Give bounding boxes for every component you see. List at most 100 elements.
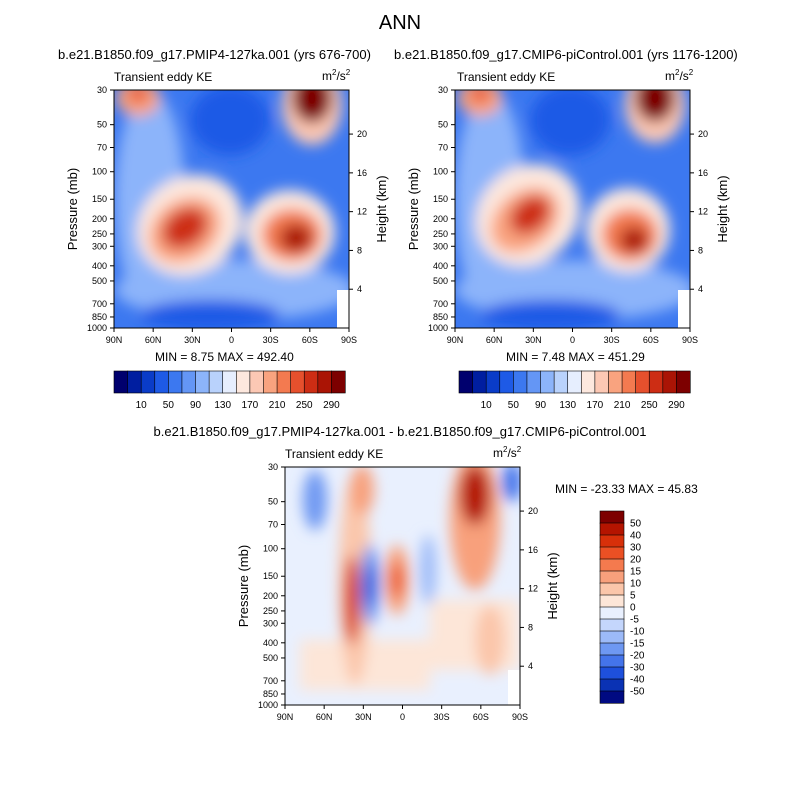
colorbar-label: 130 bbox=[559, 400, 576, 411]
p-tick-label: 500 bbox=[263, 653, 278, 663]
diff-colorbar-swatch bbox=[599, 678, 625, 692]
colorbar-swatch bbox=[458, 370, 474, 394]
figure-title: ANN bbox=[378, 12, 422, 34]
p-tick-label: 400 bbox=[433, 261, 448, 271]
units-exp: 2 bbox=[503, 445, 508, 454]
p-tick-label: 1000 bbox=[428, 323, 448, 333]
p-tick-label: 150 bbox=[263, 571, 278, 581]
diff-colorbar-swatch bbox=[599, 594, 625, 608]
lat-tick-label: 60S bbox=[473, 712, 489, 722]
p-tick-label: 850 bbox=[263, 689, 278, 699]
h-tick-label: 16 bbox=[357, 168, 367, 178]
colorbar-swatch bbox=[168, 370, 183, 394]
colorbar-swatch bbox=[580, 370, 596, 394]
colorbar-swatch bbox=[195, 370, 210, 394]
h-tick-label: 4 bbox=[357, 284, 362, 294]
sh-strat-core bbox=[635, 90, 675, 122]
warm-band-south bbox=[430, 600, 520, 670]
h-tick-label: 20 bbox=[357, 129, 367, 139]
diff-colorbar-swatch bbox=[599, 546, 625, 560]
colorbar-swatch bbox=[472, 370, 487, 394]
lat-tick-label: 90S bbox=[341, 335, 357, 345]
panel-3-field bbox=[285, 467, 520, 705]
units-base: m bbox=[322, 69, 332, 83]
panel-3-stats: MIN = -23.33 MAX = 45.83 bbox=[555, 482, 698, 496]
diff-colorbar-swatch bbox=[599, 642, 625, 656]
diff-colorbar-swatch bbox=[599, 630, 625, 644]
units-base: m bbox=[493, 446, 503, 460]
dark-region-lower bbox=[140, 300, 280, 328]
pressure-axis-title: Pressure (mb) bbox=[236, 545, 251, 627]
h-tick-label: 16 bbox=[698, 168, 708, 178]
p-tick-label: 30 bbox=[97, 85, 107, 95]
sh-track-core bbox=[620, 227, 648, 253]
colorbar-label: 250 bbox=[296, 400, 313, 411]
height-axis-title: Height (km) bbox=[374, 175, 389, 242]
p-tick-label: 850 bbox=[92, 312, 107, 322]
axes-layer: 3050701001502002503004005007008501000201… bbox=[65, 85, 730, 722]
p-tick-label: 850 bbox=[433, 312, 448, 322]
colorbar-label: 170 bbox=[587, 400, 604, 411]
colorbar-label: 290 bbox=[668, 400, 685, 411]
nh-strat-outer bbox=[458, 90, 502, 116]
h-tick-label: 12 bbox=[528, 584, 538, 594]
colorbar-swatch bbox=[662, 370, 678, 394]
h-tick-label: 8 bbox=[357, 245, 362, 255]
lat-tick-label: 30N bbox=[184, 335, 201, 345]
p-tick-label: 500 bbox=[92, 276, 107, 286]
diff-colorbar-swatch bbox=[599, 582, 625, 596]
topography-mask bbox=[337, 290, 349, 328]
lat-tick-label: 30S bbox=[434, 712, 450, 722]
p-tick-label: 150 bbox=[433, 194, 448, 204]
p-tick-label: 1000 bbox=[258, 700, 278, 710]
lat-tick-label: 0 bbox=[229, 335, 234, 345]
p-tick-label: 50 bbox=[438, 120, 448, 130]
field-blobs bbox=[115, 90, 349, 328]
colorbar-label: 90 bbox=[535, 400, 547, 411]
colorbar-swatch bbox=[249, 370, 265, 394]
h-tick-label: 12 bbox=[698, 207, 708, 217]
diff-colorbar-label: -10 bbox=[630, 627, 645, 638]
p-tick-label: 400 bbox=[92, 261, 107, 271]
diff-colorbar-swatch bbox=[599, 666, 625, 680]
lat-tick-label: 60N bbox=[145, 335, 162, 345]
nh-jet-core bbox=[510, 196, 550, 234]
negative-core bbox=[365, 563, 375, 607]
units-base: m bbox=[665, 69, 675, 83]
lat-tick-label: 60N bbox=[316, 712, 333, 722]
colorbar-label: 90 bbox=[190, 400, 202, 411]
lat-tick-label: 30N bbox=[355, 712, 372, 722]
colorbar-swatch bbox=[276, 370, 292, 394]
colorbar-swatch bbox=[235, 370, 251, 394]
diff-colorbar-label: -5 bbox=[630, 615, 639, 626]
diff-colorbar-label: 5 bbox=[630, 591, 636, 602]
p-tick-label: 300 bbox=[263, 618, 278, 628]
colorbar-swatch bbox=[485, 370, 501, 394]
colorbar-swatch bbox=[290, 370, 305, 394]
colorbar-swatch bbox=[140, 370, 156, 394]
lat-tick-label: 30S bbox=[263, 335, 279, 345]
colorbar-swatch bbox=[635, 370, 650, 394]
panel-3-title: b.e21.B1850.f09_g17.PMIP4-127ka.001 - b.… bbox=[153, 424, 647, 439]
colorbar-label: 210 bbox=[614, 400, 631, 411]
colorbar-label: 170 bbox=[242, 400, 259, 411]
units-exp2: 2 bbox=[688, 68, 694, 77]
colorbar-label: 10 bbox=[136, 400, 148, 411]
diff-colorbar-swatch bbox=[599, 618, 625, 632]
negative-band-east bbox=[420, 535, 436, 605]
lat-tick-label: 90S bbox=[512, 712, 528, 722]
nh-strat-core bbox=[128, 90, 148, 102]
diff-colorbar-swatch bbox=[599, 570, 625, 584]
colorbar-swatch bbox=[127, 370, 142, 394]
colorbar-swatch bbox=[553, 370, 569, 394]
p-tick-label: 700 bbox=[92, 299, 107, 309]
p-tick-label: 1000 bbox=[87, 323, 107, 333]
p-tick-label: 250 bbox=[263, 606, 278, 616]
colorbar-swatch bbox=[113, 370, 129, 394]
units-exp2: 2 bbox=[345, 68, 351, 77]
sh-track-core bbox=[280, 224, 312, 252]
diff-colorbar-label: -40 bbox=[630, 675, 645, 686]
p-tick-label: 70 bbox=[438, 143, 448, 153]
lat-tick-label: 0 bbox=[400, 712, 405, 722]
p-tick-label: 100 bbox=[263, 544, 278, 554]
